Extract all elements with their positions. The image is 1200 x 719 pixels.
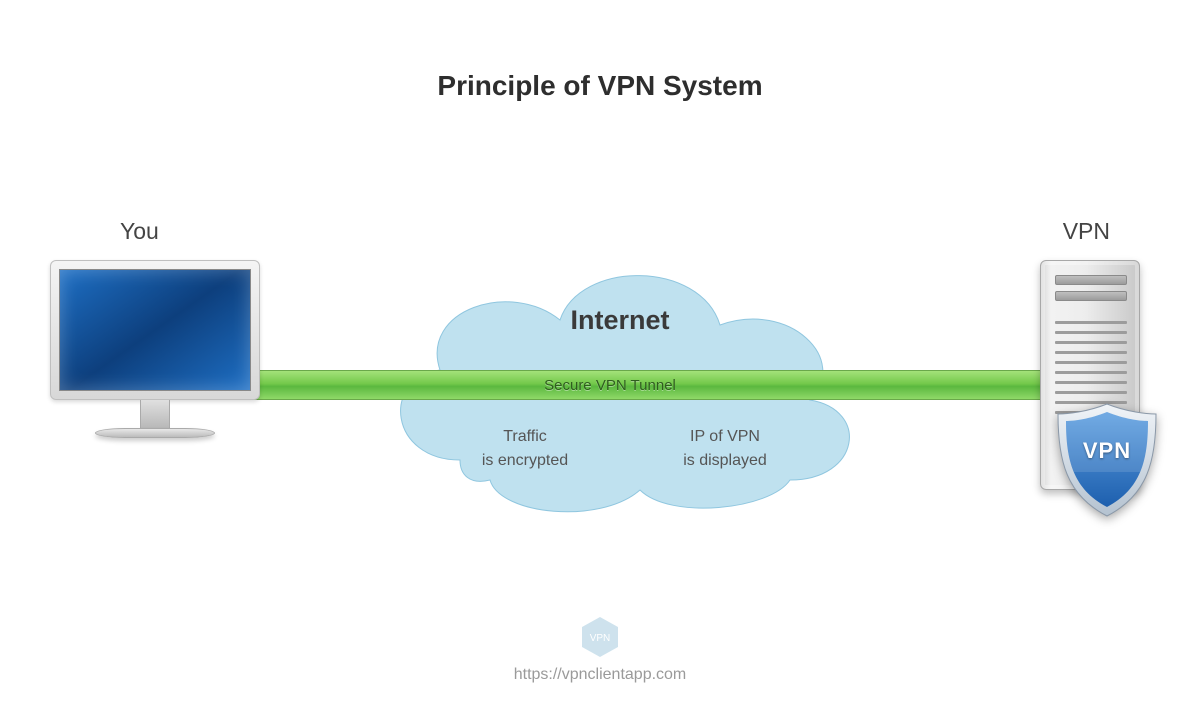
svg-text:VPN: VPN [590,633,611,644]
caption-ip-line2: is displayed [683,452,767,469]
diagram-title: Principle of VPN System [0,70,1200,102]
watermark-url: https://vpnclientapp.com [0,666,1200,684]
caption-ip: IP of VPN is displayed [660,425,790,473]
caption-ip-line1: IP of VPN [690,428,760,445]
watermark-hex-icon: VPN [580,615,620,659]
caption-traffic: Traffic is encrypted [460,425,590,473]
cloud-title: Internet [370,305,870,336]
monitor-icon [50,260,260,438]
tunnel-label: Secure VPN Tunnel [544,377,676,394]
vpn-label: VPN [1063,218,1110,245]
shield-text: VPN [1062,438,1152,464]
vpn-tunnel-bar: Secure VPN Tunnel [170,370,1050,400]
you-label: You [120,218,159,245]
caption-traffic-line2: is encrypted [482,452,568,469]
caption-traffic-line1: Traffic [503,428,547,445]
